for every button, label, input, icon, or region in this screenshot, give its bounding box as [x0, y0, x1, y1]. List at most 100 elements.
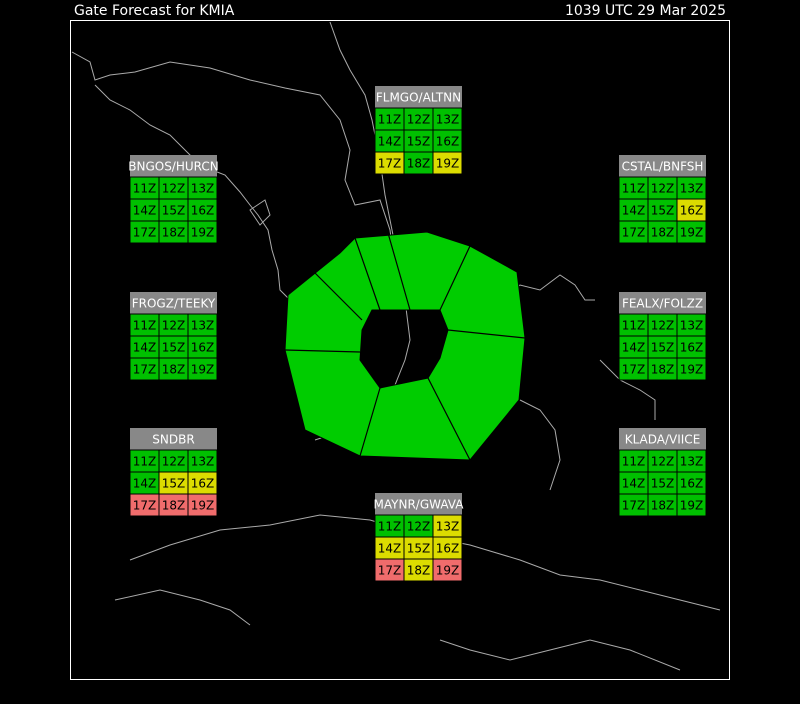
cell-label: 15Z [407, 542, 431, 556]
cell-label: 17Z [378, 157, 402, 171]
cell-label: 14Z [378, 135, 402, 149]
gate-panel: FLMGO/ALTNN 11Z 12Z 13Z 14Z 15Z 16Z 17Z 18Z 19Z [374, 86, 463, 175]
gate-header [375, 86, 462, 108]
cell-label: 13Z [191, 455, 215, 469]
cell-label: 15Z [407, 135, 431, 149]
cell-label: 19Z [191, 363, 215, 377]
cell-label: 19Z [680, 499, 704, 513]
cell-label: 14Z [622, 204, 646, 218]
cell-label: 16Z [191, 477, 215, 491]
cell-label: 12Z [651, 182, 675, 196]
gate-name: FROGZ/TEEKY [132, 297, 216, 311]
forecast-cell [432, 558, 463, 582]
cell-label: 16Z [680, 477, 704, 491]
cell-label: 18Z [651, 499, 675, 513]
cell-label: 11Z [622, 319, 646, 333]
timestamp: 1039 UTC 29 Mar 2025 [565, 3, 726, 19]
cell-label: 15Z [651, 204, 675, 218]
gate-header [130, 155, 217, 177]
cell-label: 15Z [651, 341, 675, 355]
gate-name: FLMGO/ALTNN [376, 91, 461, 105]
gate-header [619, 155, 706, 177]
gate-panel: FEALX/FOLZZ 11Z 12Z 13Z 14Z 15Z 16Z 17Z 18Z 19Z [618, 292, 707, 381]
gate-panel: FROGZ/TEEKY 11Z 12Z 13Z 14Z 15Z 16Z 17Z 18Z 19Z [129, 292, 218, 381]
map-frame [70, 20, 730, 680]
gate-panel: BNGOS/HURCN 11Z 12Z 13Z 14Z 15Z 16Z 17Z 18Z 19Z [128, 155, 219, 244]
cell-label: 16Z [191, 204, 215, 218]
cell-label: 12Z [162, 182, 186, 196]
cell-label: 19Z [191, 499, 215, 513]
cell-label: 19Z [680, 363, 704, 377]
cell-label: 19Z [436, 564, 460, 578]
cell-label: 15Z [162, 204, 186, 218]
cell-label: 19Z [680, 226, 704, 240]
cell-label: 15Z [162, 341, 186, 355]
cell-label: 12Z [407, 520, 431, 534]
cell-label: 11Z [622, 182, 646, 196]
cell-label: 11Z [133, 455, 157, 469]
forecast-cell [676, 357, 707, 381]
cell-label: 11Z [133, 182, 157, 196]
cell-label: 11Z [133, 319, 157, 333]
cell-label: 16Z [436, 135, 460, 149]
map-title: Gate Forecast for KMIA [74, 3, 235, 19]
cell-label: 16Z [191, 341, 215, 355]
cell-label: 16Z [436, 542, 460, 556]
forecast-cell [187, 357, 218, 381]
cell-label: 17Z [622, 499, 646, 513]
cell-label: 17Z [133, 363, 157, 377]
cell-label: 13Z [680, 455, 704, 469]
cell-label: 14Z [133, 477, 157, 491]
cell-label: 18Z [162, 363, 186, 377]
cell-label: 12Z [407, 113, 431, 127]
cell-label: 18Z [162, 226, 186, 240]
gate-name: CSTAL/BNFSH [622, 160, 704, 174]
cell-label: 13Z [191, 182, 215, 196]
cell-label: 17Z [622, 226, 646, 240]
gate-header [130, 428, 217, 450]
cell-label: 15Z [162, 477, 186, 491]
cell-label: 18Z [651, 363, 675, 377]
forecast-cell [432, 151, 463, 175]
cell-label: 18Z [651, 226, 675, 240]
cell-label: 19Z [436, 157, 460, 171]
cell-label: 18Z [162, 499, 186, 513]
cell-label: 13Z [680, 319, 704, 333]
cell-label: 13Z [436, 520, 460, 534]
cell-label: 18Z [407, 564, 431, 578]
cell-label: 16Z [680, 341, 704, 355]
gate-header [619, 292, 706, 314]
cell-label: 12Z [651, 455, 675, 469]
cell-label: 17Z [133, 226, 157, 240]
cell-label: 15Z [651, 477, 675, 491]
gate-name: BNGOS/HURCN [128, 160, 219, 174]
gate-panel: CSTAL/BNFSH 11Z 12Z 13Z 14Z 15Z 16Z 17Z 18Z 19Z [618, 155, 707, 244]
cell-label: 14Z [622, 341, 646, 355]
cell-label: 14Z [133, 204, 157, 218]
cell-label: 14Z [133, 341, 157, 355]
cell-label: 14Z [378, 542, 402, 556]
cell-label: 18Z [407, 157, 431, 171]
gate-name: FEALX/FOLZZ [622, 297, 703, 311]
cell-label: 11Z [378, 113, 402, 127]
cell-label: 14Z [622, 477, 646, 491]
forecast-cell [676, 220, 707, 244]
cell-label: 13Z [436, 113, 460, 127]
gate-header [619, 428, 706, 450]
gate-name: SNDBR [152, 433, 194, 447]
gate-panel: MAYNR/GWAVA 11Z 12Z 13Z 14Z 15Z 16Z 17Z 18Z 19Z [374, 493, 465, 582]
sector-lines [284, 232, 526, 461]
cell-label: 11Z [378, 520, 402, 534]
gate-name: KLADA/VIICE [625, 433, 701, 447]
cell-label: 12Z [162, 455, 186, 469]
gate-header [130, 292, 217, 314]
cell-label: 12Z [162, 319, 186, 333]
cell-label: 16Z [680, 204, 704, 218]
cell-label: 17Z [133, 499, 157, 513]
forecast-cell [187, 493, 218, 517]
cell-label: 13Z [680, 182, 704, 196]
gate-name: MAYNR/GWAVA [374, 498, 465, 512]
gate-panel: KLADA/VIICE 11Z 12Z 13Z 14Z 15Z 16Z 17Z 18Z 19Z [618, 428, 707, 517]
forecast-cell [187, 220, 218, 244]
